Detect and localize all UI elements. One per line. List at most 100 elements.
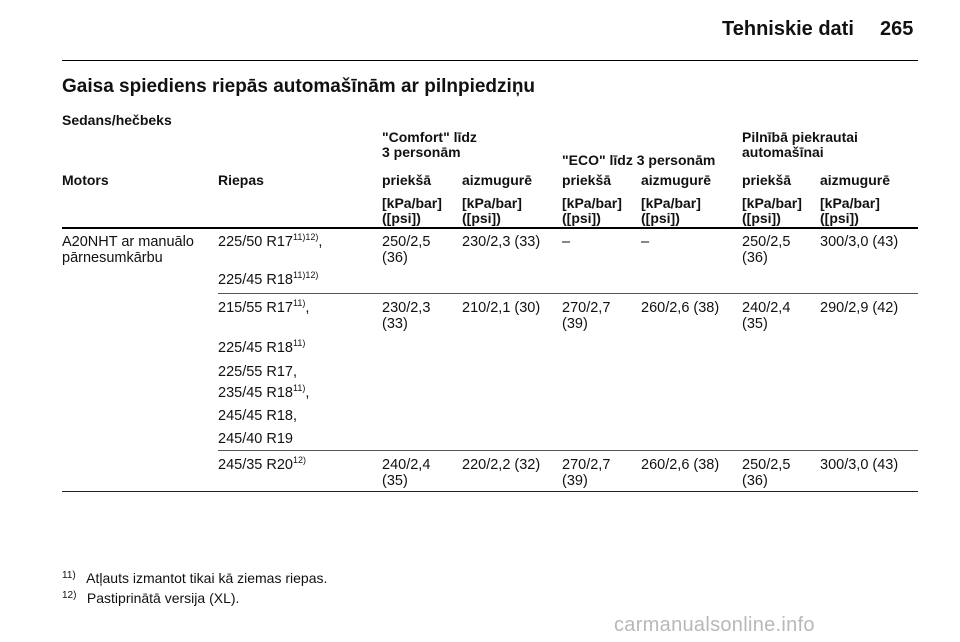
header-rule xyxy=(62,60,918,61)
footnote-number: 12) xyxy=(62,590,77,601)
unit-line1: [kPa/bar] xyxy=(382,195,442,211)
group-header-full-line1: Pilnībā piekrautai xyxy=(742,129,858,145)
tire-size-text: 225/45 R18 xyxy=(218,272,293,288)
comfort-front-value: 250/2,5 (36) xyxy=(382,234,430,266)
tire-size: 225/55 R17, xyxy=(218,364,297,380)
value-line1: 230/2,3 xyxy=(382,300,431,316)
unit-line2: ([psi]) xyxy=(641,210,680,226)
tire-size-text: 235/45 R18 xyxy=(218,385,293,401)
full-rear-value: 290/2,9 (42) xyxy=(820,300,899,316)
eco-rear-value: – xyxy=(641,234,650,250)
unit-header: [kPa/bar] ([psi]) xyxy=(382,196,442,226)
tire-size-text: 245/35 R20 xyxy=(218,457,293,473)
value-line1: 240/2,4 xyxy=(382,457,431,473)
footnote-text: Pastiprinātā versija (XL). xyxy=(86,590,240,606)
tire-size-suffix: , xyxy=(318,234,323,250)
unit-line2: ([psi]) xyxy=(742,210,781,226)
full-rear-value: 300/3,0 (43) xyxy=(820,234,899,250)
section-heading: Gaisa spiediens riepās automašīnām ar pi… xyxy=(62,76,536,97)
footnote-ref: 11) xyxy=(292,338,306,349)
footnote-ref: 11)12) xyxy=(292,270,319,281)
footnote: 12) Pastiprinātā versija (XL). xyxy=(62,590,239,608)
comfort-rear-value: 230/2,3 (33) xyxy=(462,234,541,250)
full-front-value: 250/2,5 (36) xyxy=(742,457,790,489)
value-line2: (33) xyxy=(382,316,408,332)
page-number: 265 xyxy=(880,18,914,40)
comfort-rear-value: 220/2,2 (32) xyxy=(462,457,541,473)
eco-front-value: – xyxy=(562,234,571,250)
unit-line2: ([psi]) xyxy=(562,210,601,226)
eco-rear-value: 260/2,6 (38) xyxy=(641,300,720,316)
tire-size-text: 225/55 R17, xyxy=(218,364,298,380)
tire-size-text: 225/50 R17 xyxy=(218,234,293,250)
tire-size: 225/50 R1711)12), xyxy=(218,232,323,250)
footnote: 11) Atļauts izmantot tikai kā ziemas rie… xyxy=(62,570,327,588)
col-header-comfort-rear: aizmugurē xyxy=(462,172,533,188)
unit-header: [kPa/bar] ([psi]) xyxy=(462,196,522,226)
tire-size-text: 245/40 R19 xyxy=(218,431,293,447)
value-line1: 240/2,4 xyxy=(742,300,791,316)
tire-size-text: 245/45 R18, xyxy=(218,408,298,424)
comfort-front-value: 230/2,3 (33) xyxy=(382,300,430,332)
unit-line2: ([psi]) xyxy=(820,210,859,226)
comfort-front-value: 240/2,4 (35) xyxy=(382,457,430,489)
value-line2: (36) xyxy=(742,473,768,489)
unit-line1: [kPa/bar] xyxy=(820,195,880,211)
table-header-rule xyxy=(62,227,918,229)
row-divider xyxy=(218,293,918,294)
footnote-ref: 11) xyxy=(292,298,306,309)
footnote-number: 11) xyxy=(62,570,76,581)
tire-size-text: 215/55 R17 xyxy=(218,300,293,316)
unit-line1: [kPa/bar] xyxy=(641,195,701,211)
motor-line2: pārnesumkārbu xyxy=(62,250,163,266)
unit-line2: ([psi]) xyxy=(382,210,421,226)
unit-line1: [kPa/bar] xyxy=(562,195,622,211)
col-header-full-front: priekšā xyxy=(742,172,792,188)
unit-header: [kPa/bar] ([psi]) xyxy=(742,196,802,226)
tire-size: 245/35 R2012) xyxy=(218,455,306,473)
unit-line1: [kPa/bar] xyxy=(462,195,522,211)
value-line1: 250/2,5 xyxy=(382,234,431,250)
unit-line1: [kPa/bar] xyxy=(742,195,802,211)
col-header-comfort-front: priekšā xyxy=(382,172,432,188)
col-header-eco-rear: aizmugurē xyxy=(641,172,712,188)
tire-size: 215/55 R1711), xyxy=(218,298,309,316)
value-line1: 270/2,7 xyxy=(562,300,611,316)
section-subheading: Sedans/hečbeks xyxy=(62,112,172,128)
unit-header: [kPa/bar] ([psi]) xyxy=(641,196,701,226)
unit-header: [kPa/bar] ([psi]) xyxy=(820,196,880,226)
page-header-title: Tehniskie dati xyxy=(722,18,854,40)
value-line2: (35) xyxy=(742,316,768,332)
value-line2: (35) xyxy=(382,473,408,489)
motor-line1: A20NHT ar manuālo xyxy=(62,234,194,250)
tire-size: 225/45 R1811) xyxy=(218,338,306,356)
tire-size: 235/45 R1811), xyxy=(218,383,310,401)
full-rear-value: 300/3,0 (43) xyxy=(820,457,899,473)
value-line2: (36) xyxy=(742,250,768,266)
footnote-ref: 11) xyxy=(292,383,306,394)
tire-size-text: 225/45 R18 xyxy=(218,340,293,356)
group-header-full-load: Pilnībā piekrautai automašīnai xyxy=(742,130,858,160)
value-line1: 270/2,7 xyxy=(562,457,611,473)
value-line2: (36) xyxy=(382,250,408,266)
group-header-full-line2: automašīnai xyxy=(742,144,824,160)
group-header-comfort: "Comfort" līdz 3 personām xyxy=(382,130,477,160)
col-header-full-rear: aizmugurē xyxy=(820,172,891,188)
table-bottom-rule xyxy=(62,491,918,492)
col-header-riepas: Riepas xyxy=(218,172,264,188)
value-line2: (39) xyxy=(562,316,588,332)
value-line1: 250/2,5 xyxy=(742,457,791,473)
footnote-ref: 11)12) xyxy=(292,232,319,243)
row-divider xyxy=(218,450,918,451)
group-header-comfort-line1: "Comfort" līdz xyxy=(382,129,477,145)
col-header-motors: Motors xyxy=(62,172,109,188)
tire-size: 245/40 R19 xyxy=(218,431,293,447)
footnote-text: Atļauts izmantot tikai kā ziemas riepas. xyxy=(86,570,328,586)
footnote-ref: 12) xyxy=(292,455,306,466)
full-front-value: 250/2,5 (36) xyxy=(742,234,790,266)
unit-header: [kPa/bar] ([psi]) xyxy=(562,196,622,226)
watermark: carmanualsonline.info xyxy=(614,614,815,636)
col-header-eco-front: priekšā xyxy=(562,172,612,188)
tire-size-suffix: , xyxy=(305,385,310,401)
eco-rear-value: 260/2,6 (38) xyxy=(641,457,720,473)
